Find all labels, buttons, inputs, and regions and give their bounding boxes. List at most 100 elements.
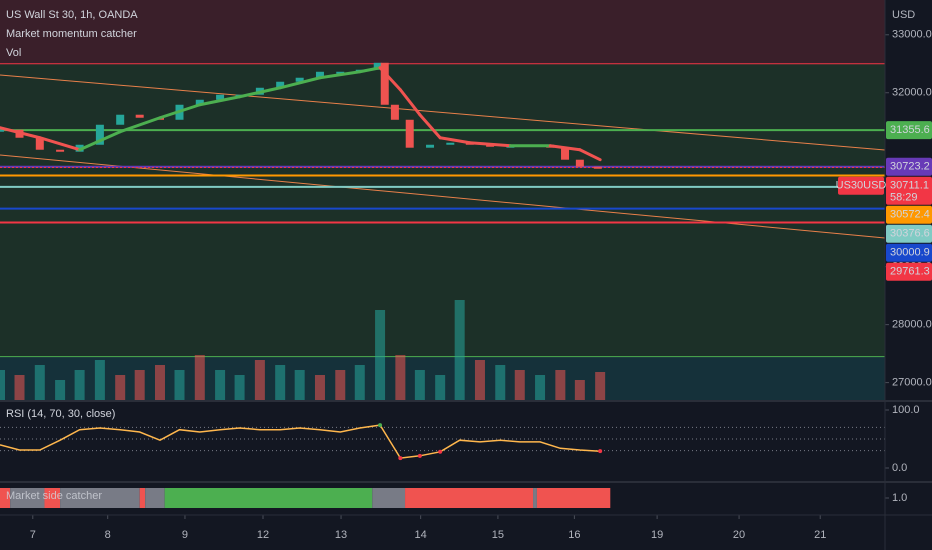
rsi-line <box>0 424 601 459</box>
volume-bar <box>375 310 386 400</box>
candle <box>336 71 345 74</box>
momentum-line <box>378 66 402 92</box>
candle <box>276 81 285 88</box>
volume-bar <box>514 370 525 400</box>
price-tag-label: 30711.1 <box>890 180 929 192</box>
x-tick-label: 9 <box>182 529 188 541</box>
side-segment <box>139 488 146 508</box>
rsi-extreme <box>378 423 383 428</box>
rsi-tick-label: 0.0 <box>892 462 907 474</box>
candle <box>486 144 495 147</box>
momentum-line <box>358 66 382 74</box>
volume-bar <box>454 300 465 400</box>
x-tick-label: 15 <box>492 529 504 541</box>
side-segment <box>44 488 61 508</box>
chart-title: US Wall St 30, 1h, OANDA <box>6 9 138 21</box>
x-tick-label: 12 <box>257 529 269 541</box>
volume-bar <box>535 375 546 400</box>
candle <box>56 149 65 152</box>
candle <box>426 144 435 148</box>
symbol-label: US30USD <box>836 180 887 192</box>
momentum-line <box>578 148 602 162</box>
volume-bar <box>154 365 165 400</box>
side-segment <box>164 488 373 508</box>
side-title: Market side catcher <box>6 490 102 502</box>
momentum-line <box>398 88 422 117</box>
momentum-line <box>438 136 472 145</box>
price-tag-label: 30572.4 <box>890 209 930 221</box>
side-segment <box>60 488 140 508</box>
zone-band <box>0 63 885 357</box>
volume-bar <box>574 380 585 400</box>
momentum-line <box>318 70 362 80</box>
volume-bar <box>234 375 245 400</box>
volume-bar <box>395 355 406 400</box>
rsi-extreme <box>417 453 422 458</box>
candle <box>216 94 225 100</box>
volume-bar <box>314 375 325 400</box>
side-segment <box>372 488 406 508</box>
x-tick-label: 19 <box>651 529 663 541</box>
volume-bar <box>34 365 45 400</box>
volume-bar <box>335 370 346 400</box>
momentum-line <box>238 86 282 99</box>
momentum-line <box>468 141 512 148</box>
price-tag <box>886 262 932 281</box>
volume-bar <box>275 365 286 400</box>
side-tick-label: 1.0 <box>892 492 907 504</box>
indicator-label: Market momentum catcher <box>6 28 137 40</box>
volume-bar <box>555 370 566 400</box>
candle <box>380 62 389 105</box>
rsi-tick-label: 100.0 <box>892 404 920 416</box>
volume-bar <box>94 360 105 400</box>
x-tick-label: 13 <box>335 529 347 541</box>
trendline <box>0 74 886 151</box>
candle <box>95 124 104 145</box>
x-tick-label: 8 <box>105 529 111 541</box>
candle <box>195 99 204 105</box>
currency-label: USD <box>892 9 915 21</box>
pane-backgrounds <box>0 0 885 400</box>
x-tick-label: 16 <box>568 529 580 541</box>
volume-bar <box>134 370 145 400</box>
y-tick-label: 27000.0 <box>892 377 932 389</box>
side-segment <box>145 488 165 508</box>
momentum-line <box>158 103 202 120</box>
momentum-line <box>78 130 122 152</box>
price-tag-label: 30723.2 <box>890 161 930 173</box>
momentum-line <box>418 113 442 140</box>
candle <box>315 71 324 78</box>
volume-bar <box>435 375 446 400</box>
price-tag <box>886 224 932 243</box>
volume-bar <box>495 365 506 400</box>
y-tick-label: 32000.0 <box>892 87 932 99</box>
side-segment <box>533 488 537 508</box>
rsi-title: RSI (14, 70, 30, close) <box>6 408 115 420</box>
candle <box>373 62 382 70</box>
x-tick-label: 14 <box>415 529 427 541</box>
candle <box>116 114 125 125</box>
momentum-line <box>0 126 42 140</box>
candle <box>575 159 584 167</box>
momentum-line <box>278 76 322 90</box>
trendline <box>0 154 886 239</box>
momentum-line <box>38 136 82 152</box>
volume-bar <box>14 375 25 400</box>
rsi-extreme <box>598 449 603 454</box>
rsi-extreme <box>398 456 403 461</box>
volume-bar <box>254 360 265 400</box>
plot: 27000.028000.029000.032000.033000.078912… <box>0 29 932 541</box>
volume-bar <box>74 370 85 400</box>
volume-bar <box>194 355 205 400</box>
candle <box>35 137 44 150</box>
price-tag <box>886 243 932 262</box>
candle <box>446 142 455 145</box>
candle <box>593 166 602 169</box>
volume-bar <box>294 370 305 400</box>
price-tag-label: 30376.6 <box>890 228 930 240</box>
side-segment <box>0 488 11 508</box>
price-tag-label: 30000.9 <box>890 247 930 259</box>
volume-bar <box>354 365 365 400</box>
